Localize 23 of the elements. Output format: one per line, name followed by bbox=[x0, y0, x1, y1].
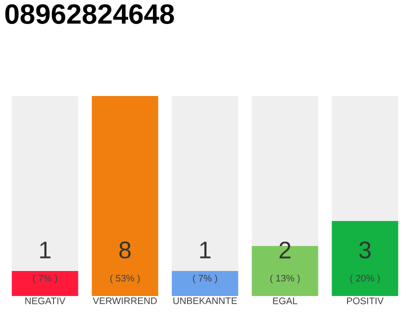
data-label: 1 bbox=[40, 242, 50, 258]
x-tick-label: NEGATIV bbox=[25, 298, 66, 304]
bar bbox=[12, 271, 78, 296]
data-label: 3 bbox=[359, 242, 371, 258]
annotation: ( 7% ) bbox=[192, 274, 218, 284]
annotation: ( 13% ) bbox=[270, 274, 300, 284]
data-label: 8 bbox=[119, 242, 131, 258]
x-tick-label: VERWIRREND bbox=[92, 298, 157, 304]
bar bbox=[332, 221, 398, 296]
bar bbox=[332, 96, 398, 221]
x-tick-label: POSITIV bbox=[347, 298, 384, 304]
annotation: ( 53% ) bbox=[110, 274, 140, 284]
bar bbox=[12, 96, 78, 271]
data-label: 2 bbox=[280, 242, 290, 258]
bar bbox=[92, 96, 158, 296]
x-tick-label: EGAL bbox=[273, 298, 298, 304]
bar bbox=[172, 271, 238, 296]
bar bbox=[172, 96, 238, 271]
data-label: 1 bbox=[200, 242, 210, 258]
chart-title: 08962824648 bbox=[5, 4, 174, 24]
annotation: ( 7% ) bbox=[32, 274, 58, 284]
annotation: ( 20% ) bbox=[350, 274, 380, 284]
x-tick-label: UNBEKANNTE bbox=[173, 298, 237, 304]
